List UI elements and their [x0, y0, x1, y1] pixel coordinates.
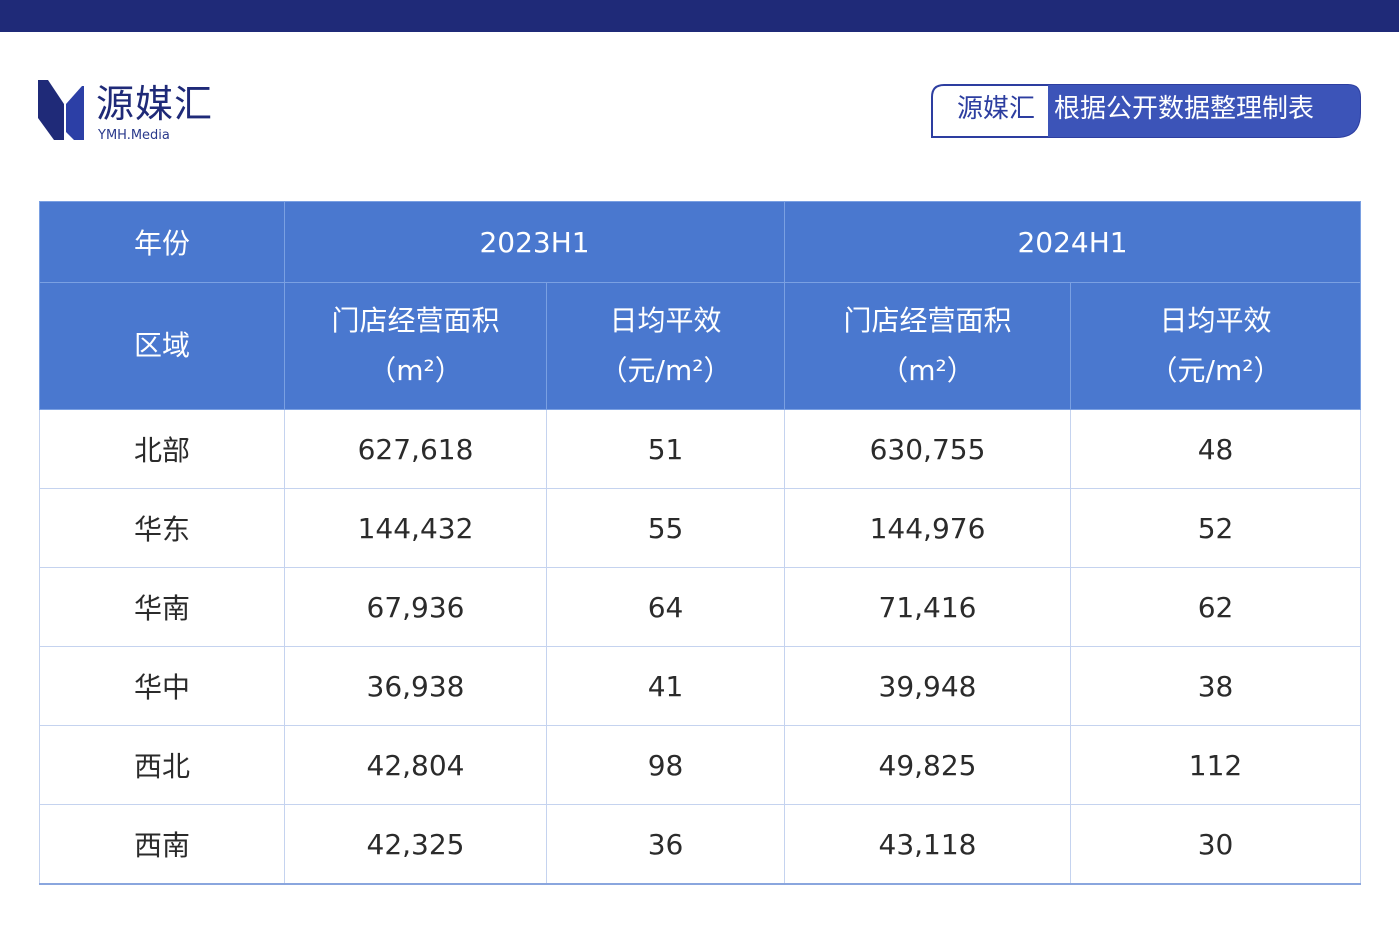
table-row: 华中 36,938 41 39,948 38	[39, 646, 1362, 726]
area-2024-cell: 630,755	[784, 409, 1072, 489]
table-row: 西北 42,804 98 49,825 112	[39, 725, 1362, 805]
area-2023-cell: 67,936	[284, 567, 547, 647]
data-table: 年份 2023H1 2024H1 区域 门店经营面积 （m²） 日均平效 （元/…	[39, 201, 1362, 885]
region-cell: 西北	[39, 725, 285, 805]
header-eff-label: 日均平效	[609, 304, 722, 337]
header-area-unit: （m²）	[880, 354, 975, 387]
header-eff-unit: （元/m²）	[599, 354, 732, 387]
header-eff-2023: 日均平效 （元/m²）	[545, 282, 786, 410]
header-region-label: 区域	[39, 282, 285, 410]
header-area-label: 门店经营面积	[331, 304, 500, 337]
area-2024-cell: 43,118	[784, 804, 1072, 885]
eff-2024-cell: 112	[1070, 725, 1362, 805]
area-2024-cell: 144,976	[784, 488, 1072, 568]
brand-mark-icon	[38, 80, 84, 140]
header-row-metrics: 区域 门店经营面积 （m²） 日均平效 （元/m²） 门店经营面积 （m²） 日…	[39, 282, 1362, 410]
header-area-2024: 门店经营面积 （m²）	[784, 282, 1072, 410]
header-area-label: 门店经营面积	[843, 304, 1012, 337]
region-cell: 西南	[39, 804, 285, 885]
brand-logo: 源媒汇 YMH.Media	[38, 78, 238, 146]
region-cell: 华南	[39, 567, 285, 647]
eff-2023-cell: 36	[545, 804, 786, 885]
area-2023-cell: 42,804	[284, 725, 547, 805]
area-2024-cell: 39,948	[784, 646, 1072, 726]
area-2023-cell: 36,938	[284, 646, 547, 726]
eff-2023-cell: 41	[545, 646, 786, 726]
eff-2023-cell: 64	[545, 567, 786, 647]
area-2024-cell: 49,825	[784, 725, 1072, 805]
brand-subtitle: YMH.Media	[98, 128, 170, 143]
region-cell: 华东	[39, 488, 285, 568]
eff-2024-cell: 62	[1070, 567, 1362, 647]
area-2023-cell: 627,618	[284, 409, 547, 489]
area-2023-cell: 42,325	[284, 804, 547, 885]
table-row: 华东 144,432 55 144,976 52	[39, 488, 1362, 568]
eff-2024-cell: 30	[1070, 804, 1362, 885]
header-area-unit: （m²）	[368, 354, 463, 387]
area-2024-cell: 71,416	[784, 567, 1072, 647]
top-bar	[0, 0, 1399, 32]
badge-brand-text: 源媒汇	[956, 94, 1035, 124]
header-period-2023h1: 2023H1	[283, 201, 786, 283]
area-2023-cell: 144,432	[284, 488, 547, 568]
table-row: 华南 67,936 64 71,416 62	[39, 567, 1362, 647]
region-cell: 华中	[39, 646, 285, 726]
eff-2024-cell: 38	[1070, 646, 1362, 726]
header-year-label: 年份	[39, 201, 285, 283]
header-eff-label: 日均平效	[1159, 304, 1272, 337]
eff-2023-cell: 51	[545, 409, 786, 489]
badge-source-text: 根据公开数据整理制表	[1054, 94, 1315, 124]
eff-2023-cell: 55	[545, 488, 786, 568]
header-area-2023: 门店经营面积 （m²）	[284, 282, 547, 410]
source-badge: 源媒汇 根据公开数据整理制表	[930, 83, 1362, 139]
table-row: 西南 42,325 36 43,118 30	[39, 804, 1362, 885]
eff-2024-cell: 52	[1070, 488, 1362, 568]
eff-2024-cell: 48	[1070, 409, 1362, 489]
eff-2023-cell: 98	[545, 725, 786, 805]
table-row: 北部 627,618 51 630,755 48	[39, 409, 1362, 489]
header-eff-unit: （元/m²）	[1149, 354, 1282, 387]
header-eff-2024: 日均平效 （元/m²）	[1070, 282, 1362, 410]
header-period-2024h1: 2024H1	[784, 201, 1362, 283]
badge-shape	[931, 84, 1361, 138]
region-cell: 北部	[39, 409, 285, 489]
header-row-year: 年份 2023H1 2024H1	[39, 201, 1362, 283]
brand-name: 源媒汇	[96, 82, 214, 126]
